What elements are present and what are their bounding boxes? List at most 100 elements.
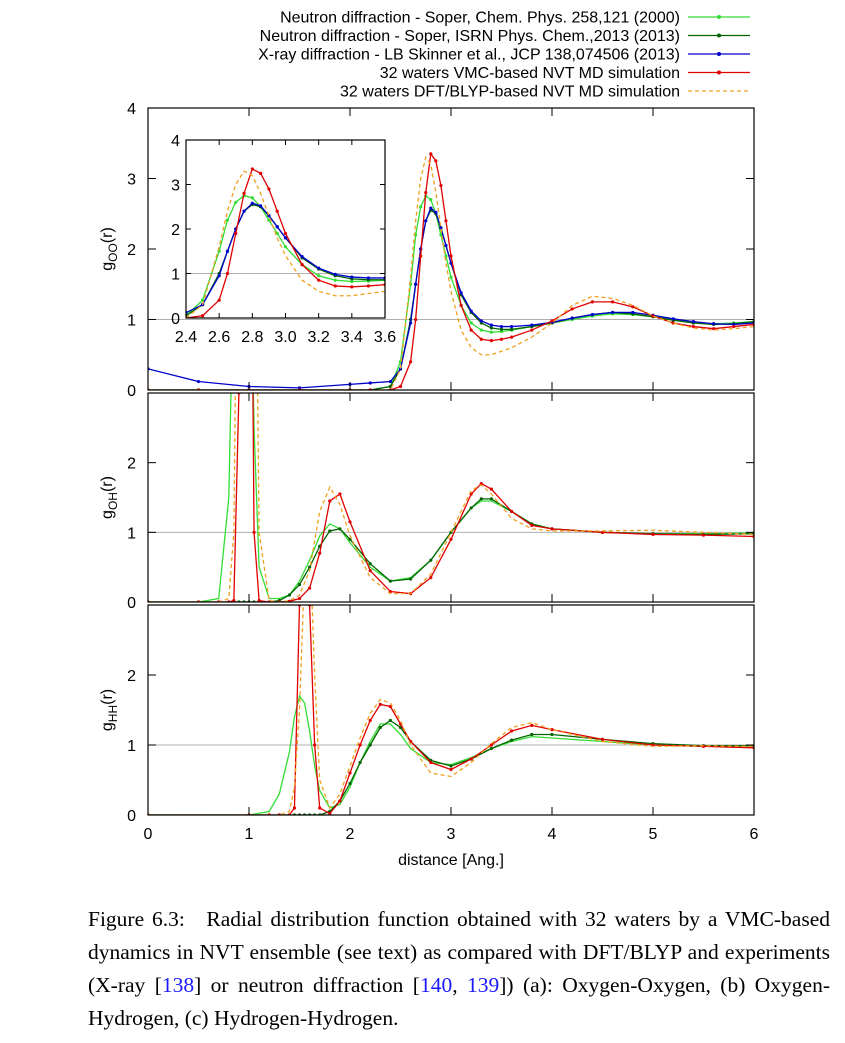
data-point [469,506,473,510]
data-point [671,317,675,321]
data-point [333,272,337,276]
data-point [388,718,392,723]
citation: 138 [161,973,195,997]
y-tick-label: 0 [127,808,136,825]
y-tick-label: 1 [127,313,136,330]
data-point [600,737,605,742]
panel: 0 1 2 0 1 2 3 4 5 6 gHH(r) distance [Ang.] [99,604,759,869]
legend-label: 32 waters VMC-based NVT MD simulation [380,65,680,82]
data-point [350,285,354,289]
data-point [368,381,372,385]
data-point [550,732,554,737]
y-tick-label: 1 [171,267,180,284]
data-point [297,582,302,587]
data-point [530,323,534,327]
data-point [489,487,493,491]
data-point [196,379,201,384]
data-point [510,729,514,733]
y-tick-label: 2 [127,242,136,259]
data-point [348,781,352,786]
data-point [459,303,463,307]
y-tick-label: 2 [127,668,136,685]
data-point [300,254,304,259]
data-point [479,328,483,332]
data-point [338,527,342,531]
data-point [429,558,433,562]
data-point [313,743,317,747]
data-point [449,275,453,279]
data-point [398,725,403,730]
data-point [217,298,221,302]
data-point [200,298,205,302]
y-axis-label-main: g [99,510,116,519]
data-point [414,282,418,286]
data-point [439,233,443,237]
legend-marker [717,70,721,75]
data-point [350,279,354,284]
legend-marker [717,15,721,19]
data-point [318,806,322,810]
data-point [358,760,362,765]
data-point [444,243,448,248]
data-point [250,201,254,205]
x-tick-label: 0 [144,826,153,843]
data-point [283,236,288,240]
data-point [348,520,352,524]
x-tick-label: 3 [447,826,456,843]
plot-area [148,605,754,815]
data-point [338,492,342,496]
data-point [489,330,493,334]
data-point [469,321,473,325]
y-tick-label: 0 [127,595,136,612]
y-tick-label: 1 [127,738,136,755]
data-point [333,284,337,288]
data-point [368,562,372,566]
y-axis-label-main: g [99,262,116,271]
data-point [234,200,238,204]
data-point [439,226,443,230]
data-point [257,599,261,602]
data-point [398,384,403,389]
data-point [398,367,403,371]
data-point [225,271,230,276]
legend-label: Neutron diffraction - Soper, Chem. Phys.… [280,10,680,27]
data-point [225,218,230,222]
x-tick-label: 4 [548,826,557,843]
data-point [388,379,392,384]
caption-text: ]) (a): Oxygen-Oxygen, (b) Oxygen-Hydrog… [88,973,830,1030]
series-group [186,167,385,318]
y-axis-label-suffix: (r) [99,227,116,243]
data-point [631,310,635,315]
data-point [479,337,483,341]
citation: 139 [467,973,500,997]
data-point [388,704,392,709]
data-point [469,328,473,332]
data-point [283,231,288,236]
data-point [267,187,271,191]
data-point [333,278,337,282]
y-tick-label: 4 [171,133,180,150]
data-point [409,577,413,581]
citation: 140 [419,973,453,997]
data-point [409,360,413,364]
data-point [479,481,483,486]
data-point [439,183,443,188]
data-point [434,210,438,214]
data-point [611,310,615,315]
data-point [570,307,574,311]
data-point [550,319,554,323]
y-tick-label: 2 [171,222,180,239]
data-point [409,321,413,325]
data-point [328,499,332,503]
data-point [489,339,493,343]
data-point [234,231,238,236]
plot-area [186,140,385,318]
y-tick-label: 3 [127,172,136,189]
data-point [275,209,279,213]
data-point [250,167,254,171]
data-point [259,171,263,175]
data-point [712,322,716,326]
series-line [186,170,385,318]
x-tick-label: 1 [245,826,254,843]
data-point [259,204,263,208]
